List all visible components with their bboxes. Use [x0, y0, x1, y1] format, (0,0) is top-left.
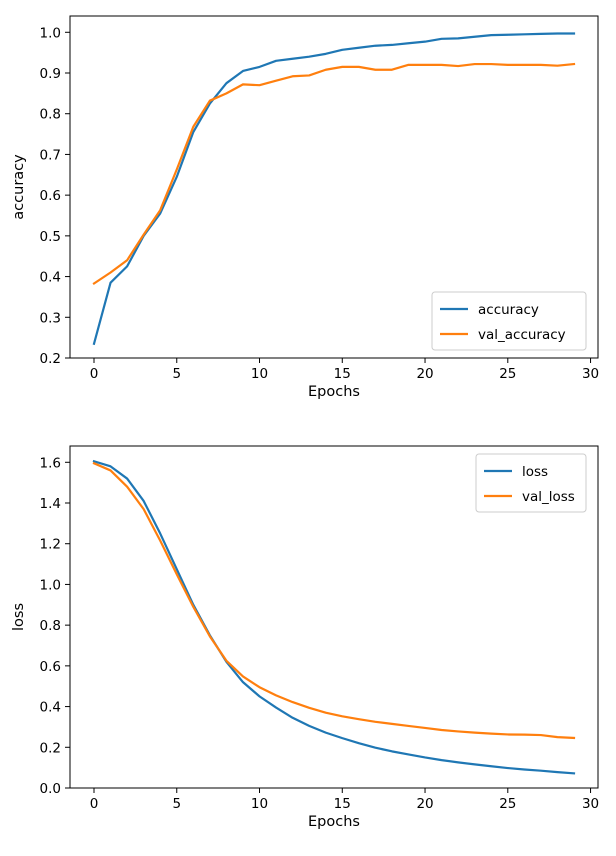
- series-line-val-loss: [92, 461, 576, 740]
- y-tick-label: 0.5: [40, 229, 61, 245]
- x-tick-label: 25: [499, 796, 516, 812]
- y-tick-label: 1.4: [40, 496, 61, 512]
- y-tick-label: 0.6: [40, 659, 61, 675]
- x-tick-label: 0: [90, 366, 99, 382]
- plot-area: [92, 459, 576, 775]
- y-tick-label: 1.0: [40, 577, 61, 593]
- y-tick-label: 1.2: [40, 537, 61, 553]
- accuracy-chart: 0 5 10 15 20 25 30Epochs0.20.30.40.50.60.70.80…: [11, 15, 599, 400]
- plot-area: [92, 32, 576, 346]
- y-tick-label: 0.2: [40, 740, 61, 756]
- legend-box: [475, 453, 587, 513]
- legend-label: accuracy: [478, 302, 539, 318]
- x-axis: 0 5 10 15 20 25 30 Epochs: [90, 788, 599, 830]
- x-tick-label: 30: [582, 796, 599, 812]
- y-axis-label: loss: [11, 603, 27, 631]
- x-axis-label: Epochs: [308, 814, 360, 830]
- y-tick-label: 0.0: [40, 781, 61, 797]
- y-tick-label: 1.0: [40, 25, 61, 41]
- y-tick-label: 0.7: [40, 147, 61, 163]
- x-tick-label: 15: [334, 366, 351, 382]
- y-tick-label: 0.6: [40, 188, 61, 204]
- x-tick-label: 5: [172, 366, 181, 382]
- y-tick-label: 0.4: [40, 700, 61, 716]
- y-axis-label: accuracy: [11, 154, 27, 220]
- y-tick-label: 0.3: [40, 310, 61, 326]
- x-tick-label: 10: [251, 796, 268, 812]
- y-tick-label: 0.2: [40, 351, 61, 367]
- series-line-loss: [92, 459, 576, 775]
- axes-frame: [69, 15, 599, 359]
- x-axis-label: Epochs: [308, 384, 360, 400]
- series-line-accuracy: [92, 32, 576, 346]
- x-tick-label: 0: [90, 796, 99, 812]
- y-tick-label: 1.6: [40, 455, 61, 471]
- legend-box: [431, 291, 587, 351]
- legend-label: val_loss: [522, 489, 575, 505]
- legend-label: loss: [522, 464, 548, 480]
- legend: accuracy val_accuracy: [431, 291, 587, 351]
- x-tick-label: 20: [416, 366, 433, 382]
- x-tick-label: 10: [251, 366, 268, 382]
- x-tick-label: 25: [499, 366, 516, 382]
- x-tick-label: 20: [416, 796, 433, 812]
- legend: loss val_loss: [475, 453, 587, 513]
- legend-label: val_accuracy: [478, 327, 566, 343]
- x-tick-label: 30: [582, 366, 599, 382]
- y-tick-label: 0.8: [40, 107, 61, 123]
- x-tick-label: 15: [334, 796, 351, 812]
- y-tick-label: 0.8: [40, 618, 61, 634]
- y-axis: 0.0 0.2 0.4 0.6 0.8 1.0 1.2 1.4 1.6 loss: [11, 455, 70, 797]
- series-line-val-accuracy: [92, 62, 576, 286]
- y-tick-label: 0.4: [40, 270, 61, 286]
- loss-chart: 0 5 10 15 20 25 30 Epochs 0.0 0.2 0.4 0.6 0.8 1.0 1.2 1…: [11, 445, 599, 830]
- y-axis: 0.2 0.3 0.4 0.5 0.6 0.7 0.8 0.9 1.0 accuracy: [11, 25, 70, 367]
- x-axis: 0 5 10 15 20 25 30 Epochs: [90, 358, 599, 400]
- y-tick-label: 0.9: [40, 66, 61, 82]
- x-tick-label: 5: [172, 796, 181, 812]
- axes-frame: [69, 445, 599, 789]
